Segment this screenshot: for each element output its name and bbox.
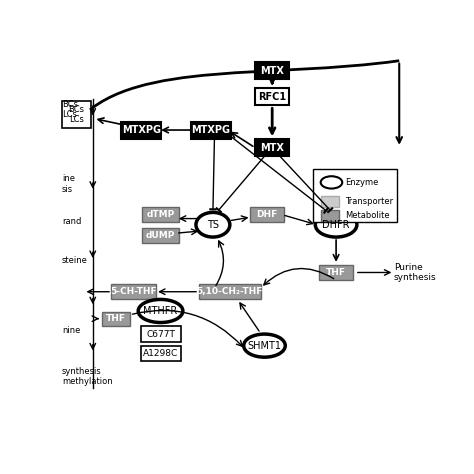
FancyBboxPatch shape: [319, 265, 353, 280]
FancyBboxPatch shape: [250, 207, 284, 222]
FancyBboxPatch shape: [62, 101, 91, 128]
Text: MTXPG: MTXPG: [191, 125, 230, 135]
FancyBboxPatch shape: [255, 89, 289, 105]
Text: Metabolite: Metabolite: [346, 211, 390, 220]
FancyBboxPatch shape: [321, 210, 339, 221]
FancyBboxPatch shape: [313, 169, 397, 222]
Text: MTXPG: MTXPG: [122, 125, 161, 135]
Ellipse shape: [244, 334, 285, 357]
FancyBboxPatch shape: [102, 312, 130, 326]
FancyBboxPatch shape: [111, 284, 156, 300]
Text: dUMP: dUMP: [146, 231, 175, 240]
Text: Enzyme: Enzyme: [346, 178, 379, 187]
Ellipse shape: [321, 176, 342, 189]
Text: Purine
synthesis: Purine synthesis: [394, 263, 437, 282]
Text: steine: steine: [62, 256, 88, 265]
Text: Transporter: Transporter: [346, 197, 393, 206]
FancyBboxPatch shape: [140, 327, 181, 342]
Text: synthesis
methylation: synthesis methylation: [62, 367, 113, 386]
Text: BCs
LCs: BCs LCs: [69, 105, 84, 124]
Text: 5,10-CH₂-THF: 5,10-CH₂-THF: [197, 287, 263, 296]
Text: DHFR: DHFR: [322, 220, 350, 230]
FancyBboxPatch shape: [121, 121, 161, 138]
Text: RFC1: RFC1: [258, 92, 286, 102]
Text: MTX: MTX: [260, 143, 284, 153]
Text: rand: rand: [62, 217, 82, 236]
FancyBboxPatch shape: [199, 284, 261, 300]
Text: dTMP: dTMP: [146, 210, 174, 219]
Text: BCs
LCs: BCs LCs: [62, 100, 78, 119]
FancyBboxPatch shape: [142, 228, 179, 243]
Text: C677T: C677T: [146, 329, 175, 338]
Text: DHF: DHF: [256, 210, 277, 219]
FancyBboxPatch shape: [321, 196, 339, 207]
Ellipse shape: [196, 212, 230, 237]
FancyBboxPatch shape: [255, 62, 289, 79]
Text: ine
sis: ine sis: [62, 174, 75, 194]
Text: nine: nine: [62, 326, 81, 335]
Text: SHMT1: SHMT1: [247, 341, 282, 351]
FancyBboxPatch shape: [255, 139, 289, 156]
Text: MTHFR: MTHFR: [144, 306, 178, 316]
Text: THF: THF: [106, 314, 126, 323]
Text: THF: THF: [326, 268, 346, 277]
Text: 5-CH-THF: 5-CH-THF: [110, 287, 157, 296]
Ellipse shape: [138, 300, 183, 322]
FancyBboxPatch shape: [191, 121, 231, 138]
FancyBboxPatch shape: [140, 346, 181, 361]
FancyBboxPatch shape: [142, 207, 179, 222]
Text: TS: TS: [207, 220, 219, 230]
Text: MTX: MTX: [260, 66, 284, 76]
Ellipse shape: [315, 212, 357, 237]
Text: A1298C: A1298C: [143, 349, 178, 358]
